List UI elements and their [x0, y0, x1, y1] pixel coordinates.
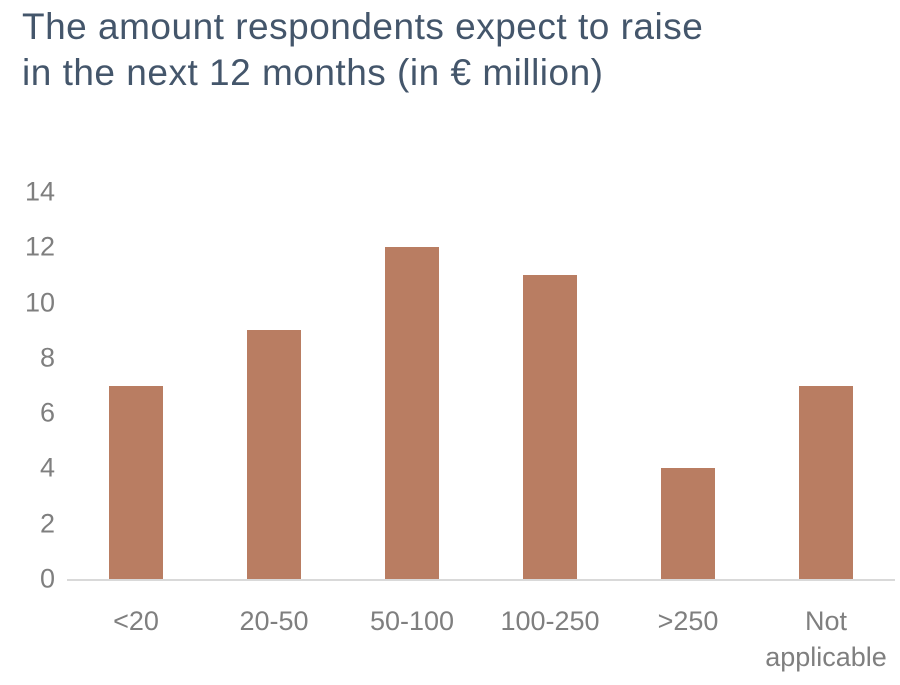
bar-series — [67, 192, 895, 579]
x-axis-line — [67, 579, 895, 581]
bar-Not applicable — [799, 385, 853, 579]
bar-50-100 — [385, 247, 439, 579]
bar-20-50 — [247, 330, 301, 579]
bar->250 — [661, 468, 715, 579]
x-tick-label-3: 100-250 — [500, 606, 600, 636]
y-tick-label-0: 0 — [39, 563, 55, 594]
bar-slot-4 — [619, 192, 757, 579]
x-tick-label-0: <20 — [113, 606, 159, 636]
x-tick-label-2: 50-100 — [369, 606, 455, 636]
chart-title: The amount respondents expect to raise i… — [22, 4, 703, 96]
bar-slot-5 — [757, 192, 895, 579]
x-tick-label-1: 20-50 — [239, 606, 309, 636]
y-tick-label-8: 8 — [39, 342, 55, 373]
y-axis: 0 2 4 6 8 10 12 14 — [7, 178, 55, 592]
x-tick-label-4: >250 — [657, 606, 719, 636]
y-tick-label-10: 10 — [24, 287, 55, 318]
chart-title-line-2: in the next 12 months (in € million) — [22, 52, 604, 93]
bar-slot-1 — [205, 192, 343, 579]
bar-slot-3 — [481, 192, 619, 579]
chart-title-line-1: The amount respondents expect to raise — [22, 6, 704, 47]
y-tick-label-2: 2 — [39, 508, 55, 539]
x-tick-label-5: Not applicable — [765, 606, 887, 672]
bar-slot-0 — [67, 192, 205, 579]
y-tick-label-4: 4 — [39, 452, 55, 483]
x-axis-labels: <20 20-50 50-100 100-250 >250 Not applicable — [67, 603, 895, 675]
bar-100-250 — [523, 274, 577, 579]
bar-<20 — [109, 385, 163, 579]
y-tick-label-14: 14 — [24, 176, 55, 207]
plot-area: 0 2 4 6 8 10 12 14 <20 20-50 50-100 100-250 >250 Not… — [25, 178, 895, 672]
y-tick-label-12: 12 — [24, 231, 55, 262]
y-tick-label-6: 6 — [39, 397, 55, 428]
bar-slot-2 — [343, 192, 481, 579]
